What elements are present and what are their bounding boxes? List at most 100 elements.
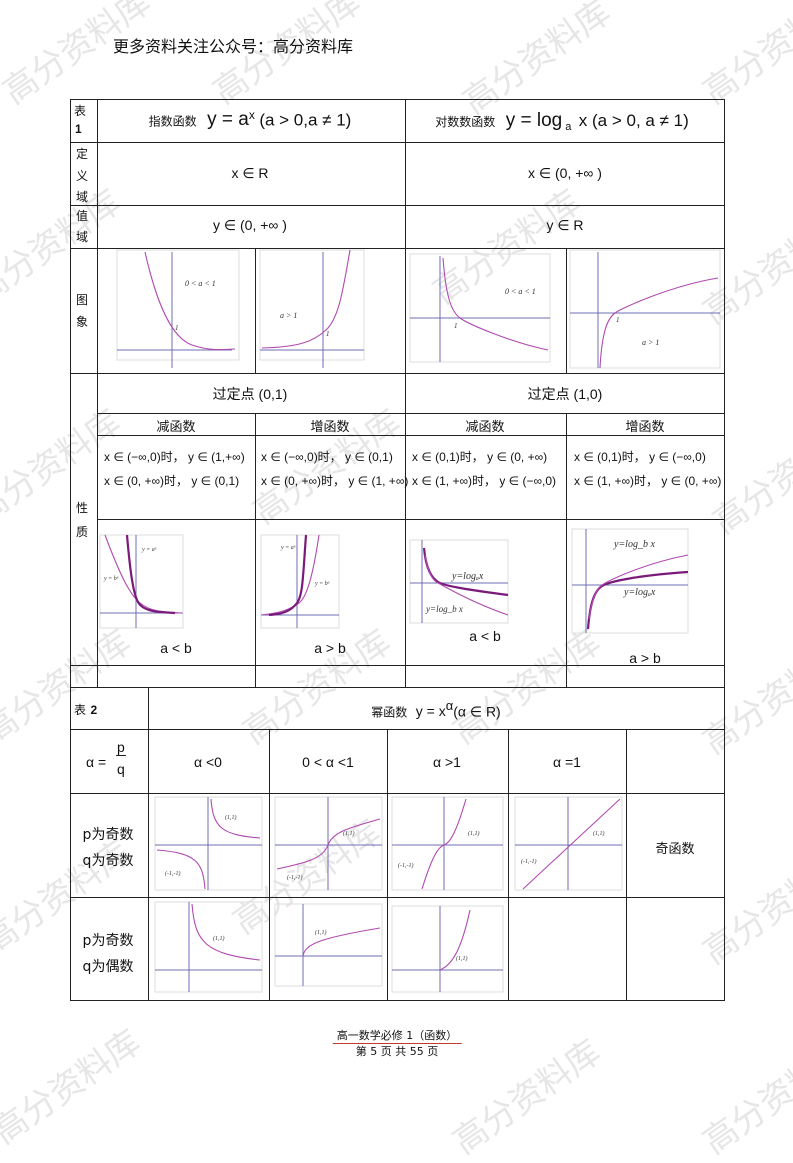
log-compare-a-less-b-graph: y=logₐx y=log_b x [409,539,509,624]
graph-label: y = bˣ [314,581,330,587]
compare-label: a < b [469,628,501,644]
graph-label: 1 [326,330,330,338]
log-formula-condition: x (a > 0, a ≠ 1) [578,111,689,130]
watermark: 高分资料库 [445,622,609,753]
row-label-domain: 义 [76,169,89,183]
graph-label: y = bˣ [103,576,119,582]
exp-formula-condition: (a > 0,a ≠ 1) [259,110,352,130]
watermark: 高分资料库 [695,842,793,973]
watermark: 高分资料库 [695,0,793,113]
row-label-graph: 象 [76,315,89,329]
alpha-denominator: q [117,761,125,777]
log-decreasing-graph: 0 < a < 1 1 [409,253,551,363]
graph-label: y=logₐx [623,587,656,598]
monotonic-label: 增函数 [625,420,665,435]
graph-label: y = aˣ [141,547,157,553]
watermark: 高分资料库 [445,1032,609,1163]
odd-function-note: 奇函数 [655,842,695,857]
point-label: (1,1) [315,929,327,936]
monotonic-label: 增函数 [310,420,350,435]
row-label-domain: 域 [76,190,89,204]
power-graph-negative-even: (1,1) [154,901,263,993]
point-label: (1,1) [468,830,480,837]
point-label: (-1,-1) [165,870,181,877]
compare-label: a > b [629,650,661,666]
exp-decreasing-graph: 0 < a < 1 1 [116,249,240,368]
log-range: y ∈ R [546,217,584,233]
power-function-name: 幂函数 [371,705,408,720]
watermark: 高分资料库 [695,632,793,763]
graph-label: 1 [616,316,620,324]
property-line: x ∈ (1, +∞)时， y ∈ (−∞,0) [412,474,557,488]
log-formula: y = log [505,110,563,131]
table-2-label: 表 2 [74,701,97,719]
point-label: (1,1) [593,830,605,837]
log-increasing-graph: a > 1 1 [569,249,721,369]
log-function-header: 对数数函数 y = log a x (a > 0, a ≠ 1) [435,110,689,133]
point-label: (1,1) [225,814,237,821]
power-formula: y = x [415,703,446,720]
power-formula-exponent: α [445,698,454,713]
property-line: x ∈ (0, +∞)时， y ∈ (0,1) [104,474,240,488]
point-label: (1,1) [456,955,468,962]
power-graph-fraction-even: (1,1) [274,903,383,987]
log-domain: x ∈ (0, +∞ ) [528,165,602,181]
property-line: x ∈ (−∞,0)时， y ∈ (1,+∞) [104,450,245,464]
monotonic-label: 减函数 [156,420,196,435]
alpha-numerator: p [116,739,126,756]
exp-formula: y = a [207,109,249,131]
power-graph-equals-one: (1,1) (-1,-1) [514,796,623,891]
power-graph-negative-odd: (1,1) (-1,-1) [154,796,263,891]
row-label-property: 质 [76,525,89,539]
row-label-domain: 定 [76,147,89,161]
exp-function-name: 指数函数 [148,114,197,129]
property-line: x ∈ (0,1)时， y ∈ (0, +∞) [412,450,548,464]
graph-label: a > 1 [642,338,659,347]
exp-compare-a-less-b-graph: y = aˣ y = bˣ [99,534,184,629]
exp-increasing-graph: a > 1 1 [259,249,365,368]
point-label: (-1,-1) [287,874,303,881]
power-formula-condition: (α ∈ R) [453,703,501,720]
row-label-range: 域 [76,230,89,244]
compare-label: a < b [160,640,192,656]
table-label: 表 [74,104,87,118]
graph-label: y=logₐx [451,571,484,582]
row-label: p为奇数 [82,933,134,949]
property-line: x ∈ (1, +∞)时， y ∈ (0, +∞) [574,474,722,488]
log-fixed-point: 过定点 (1,0) [527,386,603,402]
alpha-lhs: α = [86,754,107,770]
graph-label: 0 < a < 1 [505,287,536,296]
exp-function-header: 指数函数 y = ax (a > 0,a ≠ 1) [149,108,352,131]
log-function-name: 对数数函数 [435,115,496,129]
row-label-graph: 图 [76,293,89,307]
graph-label: 1 [175,324,179,332]
graph-label: y=log_b x [425,604,463,614]
power-function-header: 幂函数 y = xα(α ∈ R) [371,698,500,721]
point-label: (1,1) [343,830,355,837]
log-formula-base: a [565,121,572,134]
header-note: 更多资料关注公众号：高分资料库 [113,37,354,56]
graph-label: y = aˣ [280,545,296,551]
row-label: q为奇数 [82,853,134,869]
exp-range: y ∈ (0, +∞ ) [213,217,287,233]
row-label: p为奇数 [82,827,134,843]
graph-label: 1 [454,322,458,330]
footer-course: 高一数学必修 1（函数） [332,1027,462,1044]
watermark: 高分资料库 [455,0,619,123]
power-graph-greater-one-odd: (1,1) (-1,-1) [391,796,504,891]
power-graph-fraction-odd: (1,1) (-1,-1) [274,796,383,891]
power-graph-greater-one-even: (1,1) [391,905,504,993]
graph-label: 0 < a < 1 [185,279,216,288]
watermark: 高分资料库 [0,182,129,313]
point-label: (-1,-1) [521,858,537,865]
compare-label: a > b [314,640,346,656]
column-header: 0 < α <1 [302,754,354,770]
graph-label: y=log_b x [613,539,655,550]
graph-label: a > 1 [280,311,297,320]
property-line: x ∈ (0, +∞)时， y ∈ (1, +∞) [261,474,409,488]
log-compare-a-greater-b-graph: y=log_b x y=logₐx [571,528,689,634]
watermark: 高分资料库 [235,622,399,753]
exp-fixed-point: 过定点 (0,1) [212,386,288,402]
monotonic-label: 减函数 [465,420,505,435]
table-number: 1 [75,122,82,136]
